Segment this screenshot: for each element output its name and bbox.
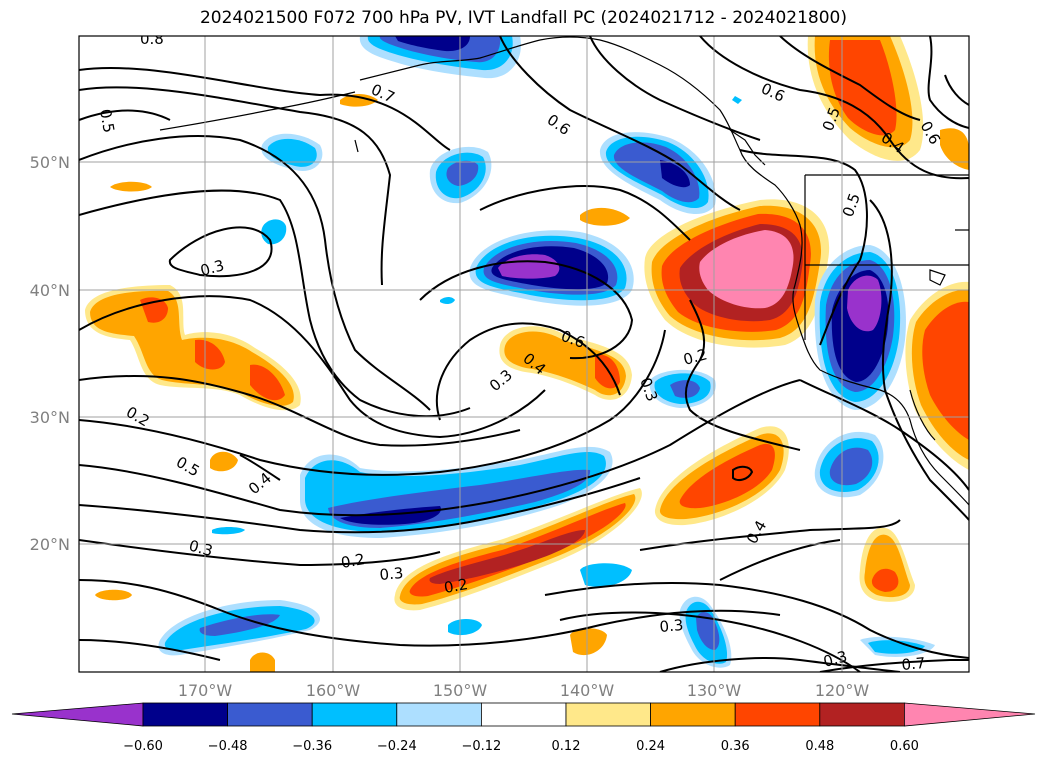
colorbar-tick-labels: −0.60 −0.48 −0.36 −0.24 −0.12 0.12 0.24 … — [123, 739, 919, 754]
lat-tick-label: 40°N — [30, 281, 70, 300]
contour-label: 0.2 — [443, 575, 470, 597]
colorbar-tick-label: 0.60 — [890, 739, 919, 754]
contour-label: 0.3 — [821, 647, 849, 671]
colorbar-tick-label: −0.48 — [208, 739, 248, 754]
map-title: 2024021500 F072 700 hPa PV, IVT Landfall… — [199, 8, 847, 28]
lon-tick-label: 160°W — [306, 681, 361, 700]
pc-fill-layer — [85, 36, 969, 672]
coastline-layer — [159, 36, 969, 506]
map-frame — [78, 35, 970, 673]
lon-tick-label: 140°W — [560, 681, 615, 700]
colorbar-segment-4 — [396, 702, 482, 727]
lon-tick-label: 130°W — [687, 681, 742, 700]
lon-tick-label: 150°W — [433, 681, 488, 700]
map-panel[interactable]: 0.8 0.7 0.5 0.6 0.3 0.6 0.4 0.3 0.2 0.3 … — [79, 30, 969, 674]
lat-tick-label: 30°N — [30, 408, 70, 427]
lon-tick-label: 170°W — [178, 681, 233, 700]
colorbar-tick-label: −0.24 — [377, 739, 417, 754]
colorbar-segment-8 — [734, 702, 821, 727]
colorbar-tick-label: 0.24 — [636, 739, 665, 754]
colorbar-segment-10 — [904, 702, 1036, 727]
lon-tick-labels: 170°W 160°W 150°W 140°W 130°W 120°W — [178, 681, 870, 700]
colorbar-segment-5 — [480, 702, 567, 727]
colorbar-segment-1 — [142, 702, 228, 727]
contour-label: 0.3 — [379, 564, 404, 584]
graticule-layer — [79, 36, 969, 672]
contour-label: 0.2 — [340, 550, 367, 572]
colorbar-segment-6 — [565, 702, 651, 727]
contour-label: 0.5 — [96, 108, 118, 135]
colorbar-segment-0 — [11, 702, 144, 727]
colorbar-segment-2 — [227, 702, 313, 727]
contour-label: 0.2 — [681, 345, 709, 369]
colorbar-tick-label: 0.48 — [805, 739, 834, 754]
lat-tick-label: 50°N — [30, 153, 70, 172]
colorbar-segment-3 — [311, 702, 398, 727]
contour-label: 0.3 — [659, 616, 684, 636]
lat-tick-label: 20°N — [30, 535, 70, 554]
contour-label: 0.8 — [140, 30, 164, 48]
colorbar-segment-7 — [650, 702, 736, 727]
lon-tick-label: 120°W — [815, 681, 870, 700]
colorbar-tick-label: −0.36 — [292, 739, 332, 754]
colorbar-tick-label: −0.12 — [461, 739, 501, 754]
colorbar-tick-label: −0.60 — [123, 739, 163, 754]
colorbar — [11, 702, 1036, 727]
contour-label: 0.7 — [901, 654, 926, 674]
pv-contour-layer — [79, 36, 969, 672]
lat-tick-labels: 50°N 40°N 30°N 20°N — [30, 153, 70, 554]
colorbar-tick-label: 0.36 — [721, 739, 750, 754]
contour-label: 0.3 — [198, 256, 226, 280]
colorbar-tick-label: 0.12 — [552, 739, 581, 754]
colorbar-segment-9 — [819, 702, 905, 727]
contour-label: 0.3 — [187, 536, 215, 560]
